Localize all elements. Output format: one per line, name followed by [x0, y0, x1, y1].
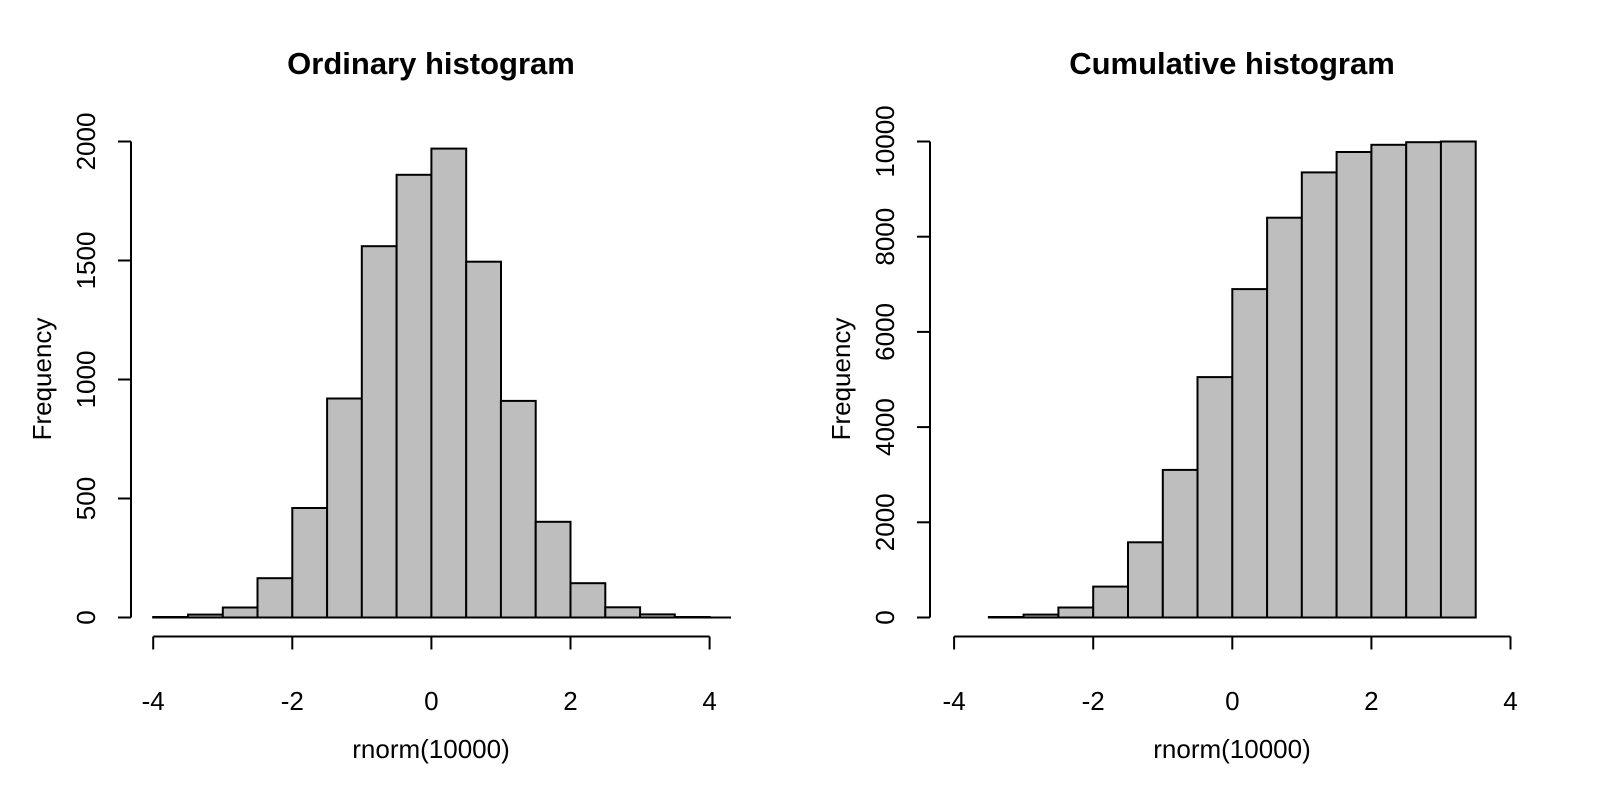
- y-tick-label: 0: [71, 610, 101, 624]
- histogram-bar: [1196, 376, 1234, 619]
- histogram-bar: [430, 147, 468, 619]
- histogram-bar: [1057, 606, 1095, 619]
- x-tick-label: 4: [702, 686, 716, 716]
- histogram-bar: [1335, 151, 1373, 619]
- x-axis-label: rnorm(10000): [1153, 734, 1311, 764]
- histogram-bar: [1231, 288, 1269, 619]
- histogram-bar: [1127, 541, 1164, 619]
- x-tick-label: -2: [1082, 686, 1105, 716]
- y-tick-label: 1500: [71, 232, 101, 290]
- histogram-bar: [604, 606, 642, 619]
- histogram-bar: [1405, 141, 1442, 619]
- histogram-bar: [1300, 171, 1338, 619]
- histogram-bar: [465, 260, 503, 619]
- histogram-bar: [395, 173, 433, 619]
- x-tick-label: 2: [563, 686, 577, 716]
- y-tick-label: 1000: [71, 351, 101, 409]
- x-tick-label: -4: [943, 686, 966, 716]
- histogram-bar: [569, 582, 607, 619]
- x-tick-label: 0: [424, 686, 438, 716]
- chart-title: Cumulative histogram: [1069, 46, 1395, 81]
- histogram-bar: [360, 245, 398, 619]
- x-tick-label: 2: [1364, 686, 1378, 716]
- x-tick-label: 4: [1503, 686, 1517, 716]
- y-axis-label: Frequency: [27, 318, 57, 441]
- y-tick-label: 2000: [71, 113, 101, 171]
- histogram-bar: [326, 397, 363, 619]
- y-tick-label: 10000: [870, 105, 900, 177]
- histogram-bar: [534, 520, 572, 619]
- y-tick-label: 6000: [870, 303, 900, 361]
- histogram-bar: [499, 399, 537, 619]
- y-tick-label: 4000: [870, 398, 900, 456]
- y-tick-label: 8000: [870, 208, 900, 266]
- x-axis-label: rnorm(10000): [352, 734, 510, 764]
- histogram-bar: [1266, 216, 1303, 619]
- y-tick-label: 500: [71, 477, 101, 520]
- histogram-bar: [1370, 143, 1408, 619]
- histogram-bar: [1161, 468, 1199, 619]
- histogram-bar: [221, 606, 259, 619]
- histogram-bar: [291, 507, 329, 619]
- y-tick-label: 0: [870, 610, 900, 624]
- panel-ordinary-histogram: [152, 147, 731, 619]
- panel-ordinary-axes: 0 500 1000 1500 2000 -4 -2 0 2 4: [71, 113, 717, 716]
- y-tick-label: 2000: [870, 493, 900, 551]
- x-tick-label: 0: [1225, 686, 1239, 716]
- histogram-bar: [1439, 140, 1477, 619]
- histogram-bar: [1092, 585, 1129, 619]
- x-tick-label: -2: [281, 686, 304, 716]
- histogram-bar: [256, 577, 294, 619]
- x-tick-label: -4: [142, 686, 165, 716]
- panel-cumulative-histogram: [987, 140, 1477, 619]
- chart-title: Ordinary histogram: [287, 46, 575, 81]
- y-axis-label: Frequency: [826, 318, 856, 441]
- panel-cumulative-axes: 0 2000 4000 6000 8000 10000 -4 -2 0 2 4: [870, 105, 1518, 716]
